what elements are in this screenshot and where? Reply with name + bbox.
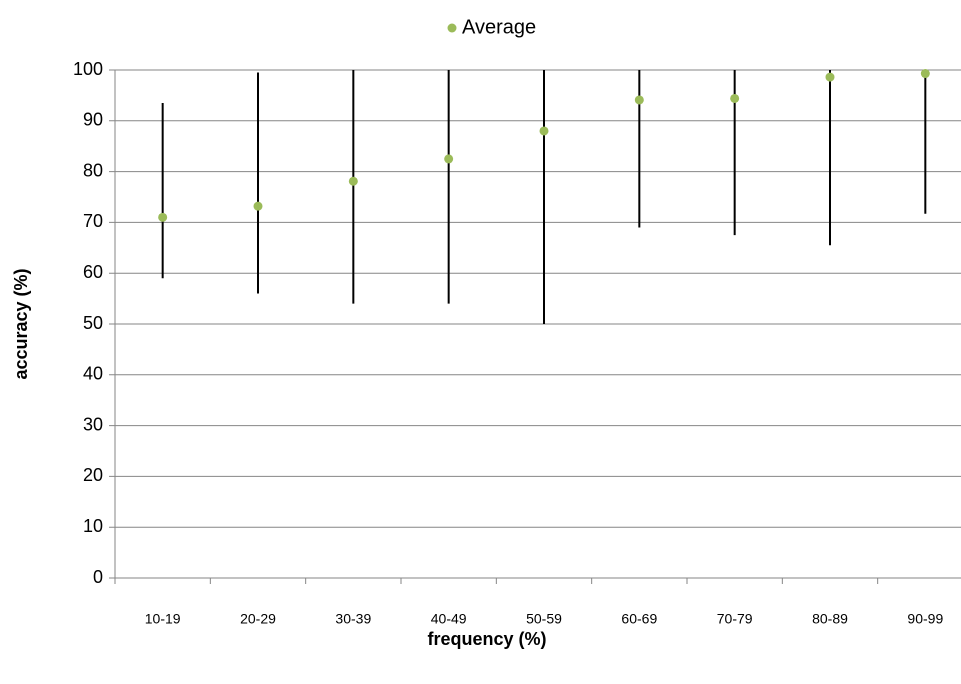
x-axis-title: frequency (%)	[427, 629, 546, 649]
x-tick-label: 70-79	[717, 611, 753, 627]
y-tick-label: 50	[83, 313, 103, 333]
x-tick-label: 90-99	[907, 611, 943, 627]
data-point	[254, 202, 263, 211]
data-point	[635, 95, 644, 104]
y-tick-label: 30	[83, 414, 103, 434]
x-tick-label: 40-49	[431, 611, 467, 627]
x-tick-label: 10-19	[145, 611, 181, 627]
x-tick-label: 80-89	[812, 611, 848, 627]
data-point	[730, 94, 739, 103]
chart: frequency (%) accuracy (%) 0 10 20 30 40 50 60…	[0, 0, 961, 684]
x-tick-label: 20-29	[240, 611, 276, 627]
y-tick-label: 20	[83, 465, 103, 485]
y-tick-label: 0	[93, 567, 103, 587]
data-point	[349, 177, 358, 186]
y-tick-label: 60	[83, 262, 103, 282]
y-tick-label: 70	[83, 211, 103, 231]
y-axis-title: accuracy (%)	[11, 268, 31, 379]
legend-marker	[448, 24, 457, 33]
data-point	[826, 73, 835, 82]
data-point	[158, 213, 167, 222]
x-tick-label: 50-59	[526, 611, 562, 627]
y-tick-label: 100	[73, 59, 103, 79]
y-tick-label: 80	[83, 160, 103, 180]
x-tick-label: 60-69	[621, 611, 657, 627]
data-point	[540, 126, 549, 135]
legend-label: Average	[462, 16, 536, 38]
y-tick-label: 90	[83, 110, 103, 130]
x-tick-label: 30-39	[335, 611, 371, 627]
data-point	[444, 154, 453, 163]
y-tick-label: 10	[83, 516, 103, 536]
y-tick-label: 40	[83, 364, 103, 384]
data-point	[921, 69, 930, 78]
